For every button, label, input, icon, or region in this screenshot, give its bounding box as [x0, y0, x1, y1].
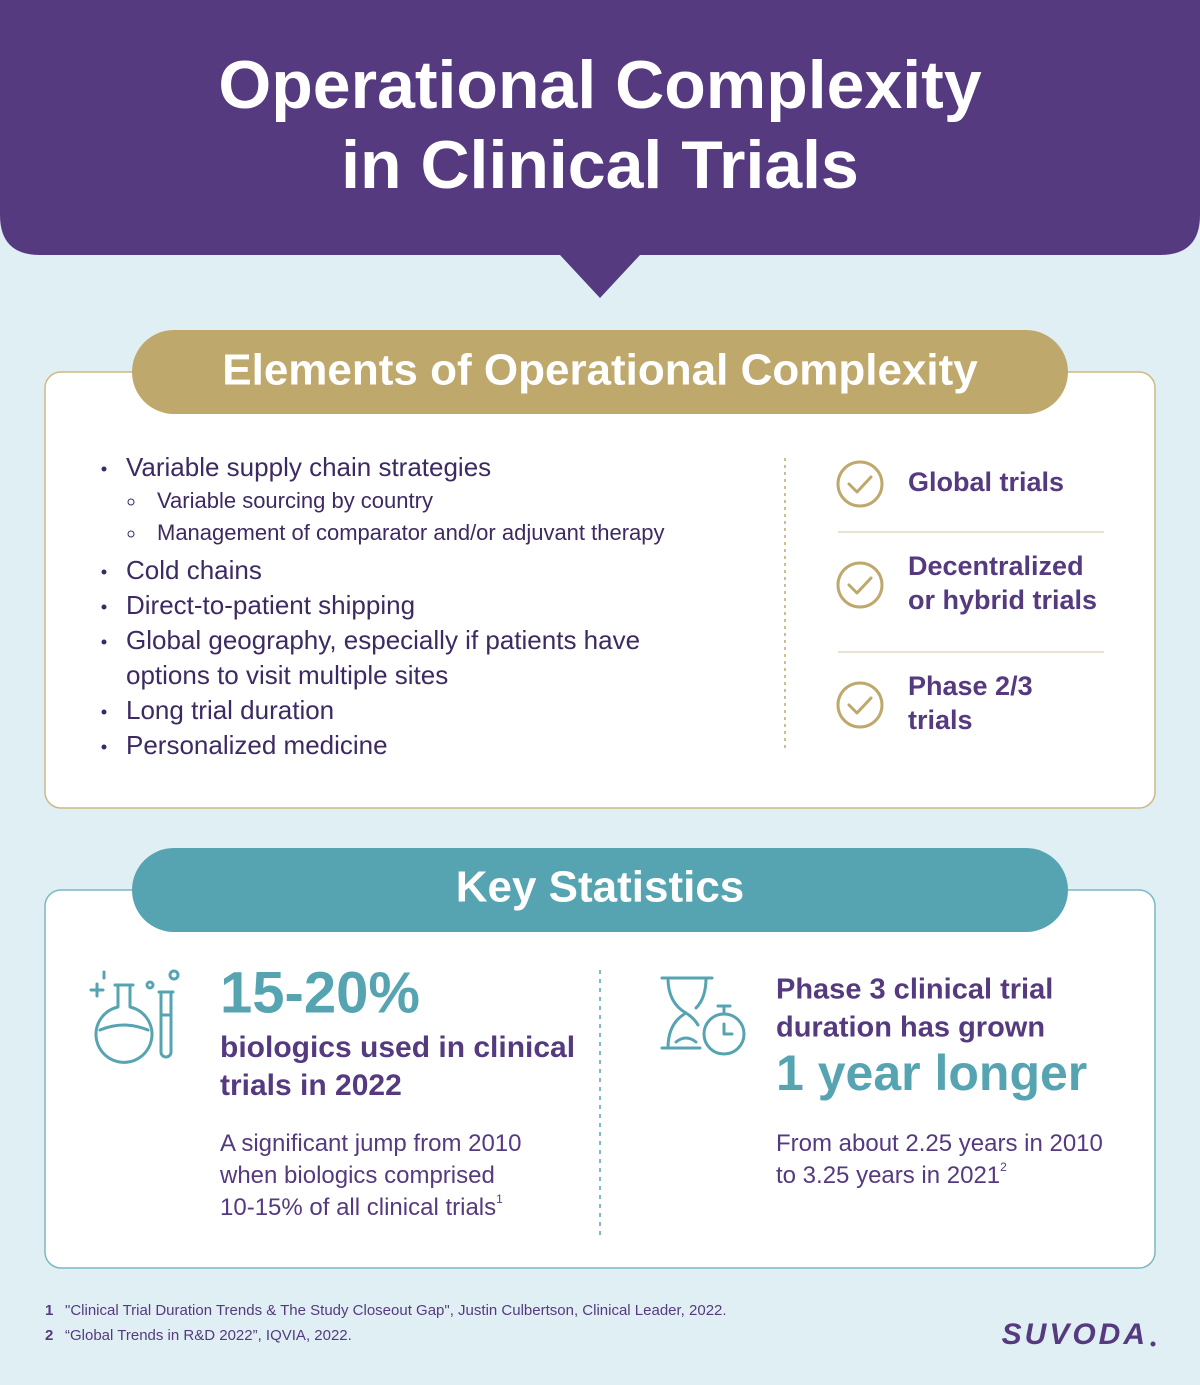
hourglass-icon — [660, 976, 714, 1050]
bullet-text: Direct-to-patient shipping — [126, 590, 415, 620]
check-mark — [847, 696, 873, 715]
stat-label: trials in 2022 — [220, 1069, 402, 1102]
footnote-text: "Clinical Trial Duration Trends & The St… — [65, 1302, 727, 1319]
elements-heading: Elements of Operational Complexity — [222, 346, 978, 395]
bullet-text: options to visit multiple sites — [126, 660, 448, 690]
stat-body-text: From about 2.25 years in 2010 — [776, 1130, 1103, 1157]
stat-figure: 1 year longer — [776, 1045, 1087, 1101]
bullet-text: Long trial duration — [126, 695, 334, 725]
header-banner — [0, 0, 1200, 298]
sub-bullet-dot — [127, 498, 135, 506]
check-mark — [847, 576, 873, 595]
sub-bullet-dot — [127, 530, 135, 538]
bullet-dot — [101, 639, 107, 645]
footnote-number: 2 — [45, 1327, 53, 1344]
bullet-dot — [101, 744, 107, 750]
stat-body-text: 10-15% of all clinical trials — [220, 1194, 496, 1221]
sub-bullet-text: Variable sourcing by country — [157, 488, 433, 513]
logo-dot — [1150, 1341, 1156, 1347]
flask-icon — [145, 980, 155, 990]
stat-label: Phase 3 clinical trial — [776, 974, 1053, 1006]
bullet-dot — [101, 569, 107, 575]
footnote-ref: 2 — [1000, 1160, 1007, 1174]
title: Operational Complexity — [218, 47, 981, 123]
flask-icon — [168, 969, 180, 981]
check-label: or hybrid trials — [908, 585, 1097, 615]
check-label: Phase 2/3 — [908, 671, 1033, 701]
stats-heading: Key Statistics — [456, 863, 745, 912]
bullet-text: Variable supply chain strategies — [126, 452, 491, 482]
bullet-dot — [101, 604, 107, 610]
logo: SUVODA — [1002, 1318, 1148, 1351]
bullet-dot — [101, 466, 107, 472]
title: in Clinical Trials — [341, 127, 859, 203]
stopwatch-icon — [716, 1004, 734, 1036]
check-circle — [836, 681, 884, 729]
check-label: Global trials — [908, 467, 1064, 497]
flask-icon — [89, 970, 175, 1064]
elements-pill — [132, 330, 1068, 414]
bullet-text: Global geography, especially if patients… — [126, 625, 640, 655]
bullet-text: Personalized medicine — [126, 730, 388, 760]
footnote-ref: 1 — [496, 1192, 503, 1206]
stat-label: biologics used in clinical — [220, 1031, 575, 1064]
check-mark — [847, 475, 873, 494]
check-label: Decentralized — [908, 551, 1084, 581]
stat-body: 10-15% of all clinical trials1 — [220, 1192, 503, 1221]
stat-body: when biologics comprised — [219, 1162, 495, 1189]
stat-body-text: A significant jump from 2010 — [220, 1130, 522, 1157]
check-label: trials — [908, 705, 973, 735]
bullet-text: Cold chains — [126, 555, 262, 585]
stat-body-text: to 3.25 years in 2021 — [776, 1162, 1000, 1189]
footnote-number: 1 — [45, 1302, 53, 1319]
stat-body: to 3.25 years in 20212 — [776, 1160, 1007, 1189]
stats-pill — [132, 848, 1068, 932]
bullet-dot — [101, 709, 107, 715]
check-circle — [836, 460, 884, 508]
stat-figure: 15-20% — [220, 960, 420, 1025]
stat-body: From about 2.25 years in 2010 — [776, 1130, 1103, 1157]
stat-label: duration has grown — [776, 1012, 1045, 1044]
footnote-text: “Global Trends in R&D 2022”, IQVIA, 2022… — [65, 1327, 352, 1344]
stat-body: A significant jump from 2010 — [220, 1130, 522, 1157]
stat-body-text: when biologics comprised — [219, 1162, 495, 1189]
sub-bullet-text: Management of comparator and/or adjuvant… — [157, 520, 665, 545]
check-circle — [836, 561, 884, 609]
